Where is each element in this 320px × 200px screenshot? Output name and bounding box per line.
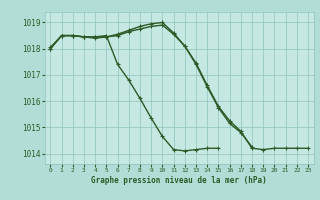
X-axis label: Graphe pression niveau de la mer (hPa): Graphe pression niveau de la mer (hPa): [91, 176, 267, 185]
